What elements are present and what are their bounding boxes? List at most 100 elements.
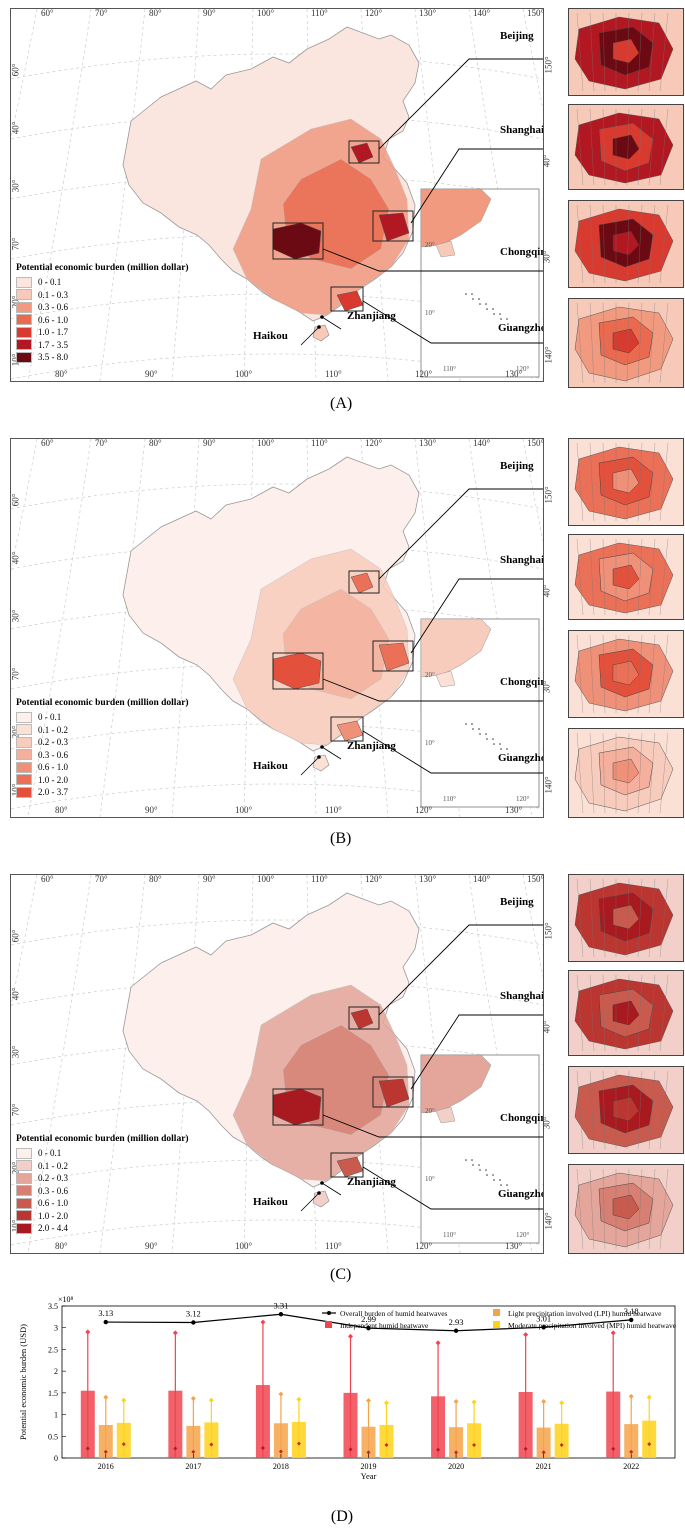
island-dot — [514, 328, 516, 330]
lon-label-top: 90° — [203, 874, 216, 884]
lat-label-left: 70° — [10, 237, 21, 251]
beijing-leader — [378, 488, 543, 580]
inset-border-line — [659, 1070, 669, 1150]
inset-border-line — [637, 1168, 643, 1250]
x-tick-label: 2017 — [185, 1462, 201, 1471]
overall-data-label: 3.01 — [536, 1313, 551, 1323]
shanghai-leader — [410, 578, 543, 654]
inset-border-line — [626, 732, 630, 814]
city-label-chongqing: Chongqing — [500, 676, 543, 688]
guangzhou-leader — [362, 300, 543, 344]
inset-border-line — [637, 1070, 643, 1150]
parallel-line — [11, 233, 543, 260]
lat-label-left: 60° — [10, 63, 21, 77]
city-inset-shanghai — [568, 104, 684, 190]
island-dot — [478, 728, 480, 730]
legend-item: 0 - 0.1 — [16, 1147, 189, 1160]
inset-border-line — [637, 204, 643, 284]
legend-swatch — [16, 1197, 32, 1209]
inset-center — [612, 1096, 640, 1122]
legend-range: 0.2 - 0.3 — [38, 737, 68, 748]
lat-label-right: 40° — [541, 584, 552, 598]
meridian-line — [171, 875, 200, 1253]
focus-box — [330, 286, 364, 312]
error-marker-upper — [435, 1340, 441, 1346]
sea-lat-label: 20° — [425, 241, 435, 249]
island-dot — [471, 723, 473, 725]
error-marker-lower — [121, 1442, 126, 1447]
lon-label-top: 100° — [257, 8, 275, 18]
error-marker-upper — [453, 1399, 459, 1405]
inset-center — [612, 758, 640, 784]
sea-lon-label: 120° — [516, 795, 530, 803]
haikou-leader — [300, 1192, 320, 1212]
legend-label: Independent humid heatwave — [340, 1321, 429, 1330]
lon-label-top: 80° — [149, 8, 162, 18]
legend-range: 0 - 0.1 — [38, 277, 62, 288]
inset-border-line — [576, 974, 584, 1052]
lat-label-left: 30° — [10, 1045, 21, 1059]
sea-inset-coast — [420, 188, 492, 248]
inset-border-line — [659, 538, 669, 616]
lon-label-bottom: 130° — [505, 1241, 523, 1251]
lon-label-top: 110° — [311, 874, 328, 884]
error-marker-lower — [523, 1446, 528, 1451]
inset-center — [612, 38, 640, 64]
hainan-island — [312, 324, 330, 342]
sea-lat-label: 20° — [425, 671, 435, 679]
y-tick-label: 1 — [54, 1411, 58, 1420]
lat-label-right: 140° — [543, 346, 554, 364]
island-dot — [492, 308, 494, 310]
overall-burden-point — [103, 1319, 108, 1325]
city-label-chongqing: Chongqing — [500, 246, 543, 258]
lon-label-bottom: 120° — [415, 1241, 433, 1251]
sea-inset-hainan — [435, 1106, 456, 1124]
panel-c: 110° 120° 20° 10° Beijing Shanghai Chongqing Gu… — [0, 866, 685, 1291]
error-marker-upper — [366, 1398, 371, 1404]
y-tick-label: 3.5 — [48, 1302, 58, 1311]
legend-swatch — [16, 1210, 32, 1222]
y-tick-label: 0 — [54, 1454, 58, 1463]
lon-label-top: 150° — [527, 8, 545, 18]
panel-b: 110° 120° 20° 10° Beijing Shanghai Chongqing Gu… — [0, 430, 685, 855]
lon-label-bottom: 110° — [325, 1241, 342, 1251]
lon-label-top: 120° — [365, 874, 383, 884]
legend-range: 2.0 - 3.7 — [38, 787, 68, 798]
parallel-line — [11, 919, 543, 946]
panel-a: 110° 120° 20° 10° Beijing Shanghai Chongqing Gu… — [0, 0, 685, 420]
error-marker-lower — [559, 1442, 564, 1447]
error-marker-lower — [191, 1449, 196, 1454]
inset-border-line — [626, 302, 630, 384]
error-marker-lower — [85, 1446, 90, 1451]
inset-border-line — [659, 12, 669, 92]
lat-label-left: 40° — [10, 551, 21, 565]
lat-label-right: 150° — [543, 486, 554, 504]
legend-swatch — [16, 724, 32, 736]
map-legend: Potential economic burden (million dolla… — [16, 1134, 189, 1235]
lat-label-right: 30° — [541, 1116, 552, 1130]
error-marker-lower — [209, 1442, 214, 1447]
inset-border-line — [659, 302, 669, 384]
guangzhou-leader — [362, 1166, 543, 1210]
zhanjiang-leader — [321, 746, 342, 760]
legend-item: 2.0 - 4.4 — [16, 1222, 189, 1235]
lon-label-top: 70° — [95, 8, 108, 18]
focus-box — [272, 1088, 324, 1126]
inset-border-line — [626, 538, 630, 616]
error-marker-upper — [471, 1399, 477, 1405]
parallel-line — [11, 783, 543, 810]
legend-swatch — [16, 1160, 32, 1172]
beijing-leader — [378, 924, 543, 1016]
parallel-line — [11, 603, 543, 630]
meridian-line — [414, 875, 461, 1253]
island-dot — [472, 1164, 474, 1166]
lon-label-top: 130° — [419, 874, 437, 884]
lat-label-right: 30° — [541, 250, 552, 264]
city-inset-guangzhou — [568, 298, 684, 388]
x-tick-label: 2019 — [361, 1462, 377, 1471]
haikou-leader — [300, 756, 320, 776]
parallel-line — [11, 1219, 543, 1246]
lon-label-bottom: 130° — [505, 369, 523, 379]
legend-item: 0.2 - 0.3 — [16, 736, 189, 749]
legend-item: 0.3 - 0.6 — [16, 749, 189, 762]
